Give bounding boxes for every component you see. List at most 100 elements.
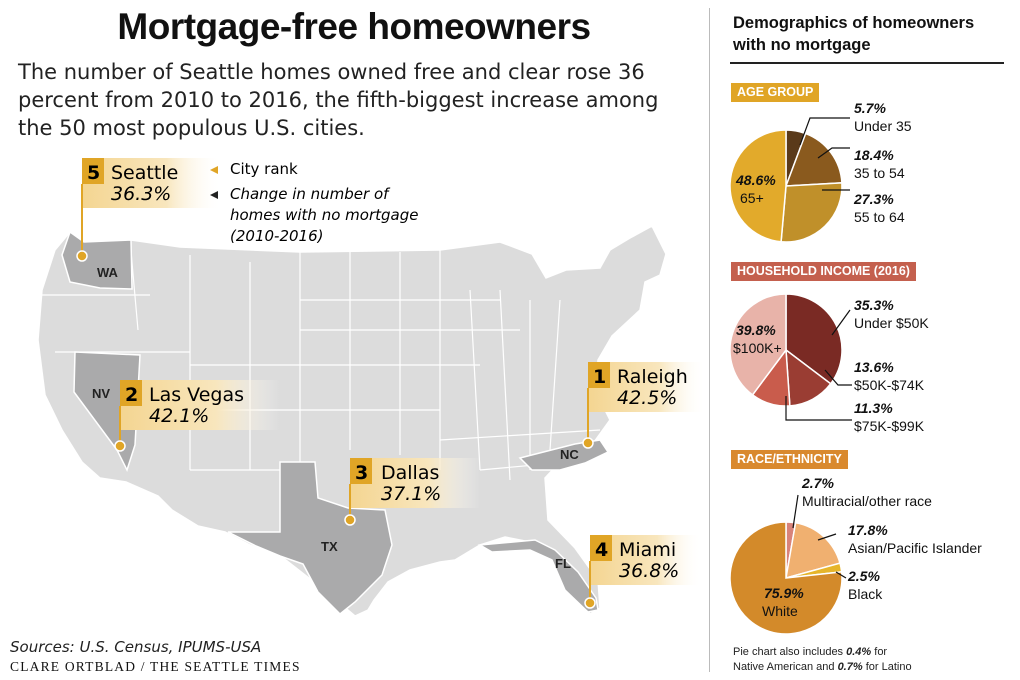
rank-number: 1 [593, 366, 606, 388]
slice-label: $75K-$99K [854, 418, 925, 434]
rank-number: 5 [87, 162, 100, 184]
pct-label: 11.3% [854, 400, 893, 416]
pie-chart-income [729, 293, 843, 407]
slice-label: Multiracial/other race [802, 493, 932, 509]
callout-miami: 4 Miami 36.8% [584, 535, 702, 609]
pie-slice--100k- [729, 293, 787, 396]
pie-slice-55-to-64 [780, 182, 843, 243]
callout-las-vegas: 2 Las Vegas 42.1% [114, 380, 280, 452]
slice-label: 55 to 64 [854, 209, 905, 225]
city-change: 42.5% [617, 387, 677, 409]
title-rule [730, 62, 1004, 64]
rank-number: 3 [355, 462, 368, 484]
legend-change-label-2: homes with no mortgage [230, 206, 418, 224]
pct-label: 5.7% [854, 100, 886, 116]
pct-label: 27.3% [853, 191, 894, 207]
state-label-nv: NV [92, 386, 110, 401]
page-title: Mortgage-free homeowners [117, 6, 591, 47]
city-change: 42.1% [149, 405, 209, 427]
rank-box [350, 458, 372, 484]
city-dot [76, 250, 88, 262]
callout-bg [120, 380, 280, 430]
pct-label: 2.7% [801, 475, 834, 491]
state-fl [477, 539, 599, 613]
city-dot [582, 437, 594, 449]
pie-slice-65- [729, 129, 787, 243]
pct-label: 39.8% [736, 322, 776, 338]
callout-bg [82, 158, 222, 208]
slice-label: Under $50K [854, 315, 929, 331]
state-label-tx: TX [321, 539, 338, 554]
demographics-title-line-2: with no mortgage [733, 36, 871, 54]
city-dot [114, 440, 126, 452]
rank-number: 4 [595, 539, 608, 561]
city-change: 37.1% [381, 483, 441, 505]
sources: Sources: U.S. Census, IPUMS-USA [10, 638, 262, 656]
city-callouts: 5 Seattle 36.3% City rank Change in numb… [76, 158, 706, 609]
slice-label: 65+ [740, 190, 764, 206]
map-legend: City rank Change in number of homes with… [210, 160, 418, 245]
city-dot [344, 514, 356, 526]
section-label-income: HOUSEHOLD INCOME (2016) [731, 262, 916, 281]
pct-label: 13.6% [854, 359, 894, 375]
legend-rank-label: City rank [230, 160, 298, 178]
callout-raleigh: 1 Raleigh 42.5% [582, 362, 706, 449]
slice-label: $100K+ [733, 340, 782, 356]
slice-label: Black [848, 586, 883, 602]
city-name: Raleigh [617, 366, 688, 388]
rank-box [588, 362, 610, 388]
pct-label: 75.9% [764, 585, 804, 601]
state-wa [61, 230, 133, 290]
pie-note: Pie chart also includes 0.4% for Native … [733, 645, 912, 675]
pct-label: 2.5% [847, 568, 880, 584]
state-label-fl: FL [555, 556, 571, 571]
pie-chart-age [729, 129, 843, 243]
pie-note-line-1: Pie chart also includes 0.4% for [733, 646, 888, 658]
change-marker-icon [210, 191, 218, 199]
city-name: Seattle [111, 162, 178, 184]
city-name: Dallas [381, 462, 439, 484]
pie-labels: 5.7% Under 35 18.4% 35 to 54 27.3% 55 to… [733, 100, 982, 619]
state-label-nc: NC [560, 447, 579, 462]
city-change: 36.3% [111, 183, 171, 205]
callout-dallas: 3 Dallas 37.1% [344, 458, 480, 526]
city-change: 36.8% [619, 560, 679, 582]
rank-box [82, 158, 104, 184]
pie-slice-asian-pacific-islander [785, 521, 841, 580]
rank-box [120, 380, 142, 406]
pct-label: 18.4% [854, 147, 894, 163]
section-label-race: RACE/ETHNICITY [731, 450, 848, 469]
pct-label: 35.3% [854, 297, 894, 313]
pie-slice-white [729, 521, 843, 635]
pct-label: 17.8% [848, 522, 888, 538]
rank-marker-icon [210, 166, 218, 174]
demographics-title: Demographics of homeowners with no mortg… [733, 12, 974, 56]
pie-leader-lines [785, 117, 852, 579]
pct-label: 48.6% [735, 172, 776, 188]
state-tx [227, 461, 393, 616]
callout-seattle: 5 Seattle 36.3% [76, 158, 222, 262]
state-borders [42, 239, 601, 481]
legend-change-label-3: (2010-2016) [230, 227, 323, 245]
state-label-wa: WA [97, 265, 119, 280]
pie-note-line-2: Native American and 0.7% for Latino [733, 661, 912, 673]
us-map-land [37, 224, 667, 617]
slice-label: Under 35 [854, 118, 912, 134]
slice-label: $50K-$74K [854, 377, 925, 393]
city-name: Las Vegas [149, 384, 244, 406]
slice-label: White [762, 603, 798, 619]
city-dot [584, 597, 596, 609]
rank-box [590, 535, 612, 561]
column-divider [709, 8, 710, 672]
rank-number: 2 [125, 384, 138, 406]
legend-change-label-1: Change in number of [230, 185, 391, 203]
pie-chart-race [729, 521, 843, 635]
intro-text: The number of Seattle homes owned free a… [18, 60, 659, 140]
city-name: Miami [619, 539, 676, 561]
demographics-title-line-1: Demographics of homeowners [733, 14, 975, 32]
credit: CLARE ORTBLAD / THE SEATTLE TIMES [10, 659, 301, 674]
section-label-age: AGE GROUP [731, 83, 820, 102]
pie-slice-under-50k [785, 293, 843, 385]
pie-slice-35-to-54 [784, 132, 843, 187]
